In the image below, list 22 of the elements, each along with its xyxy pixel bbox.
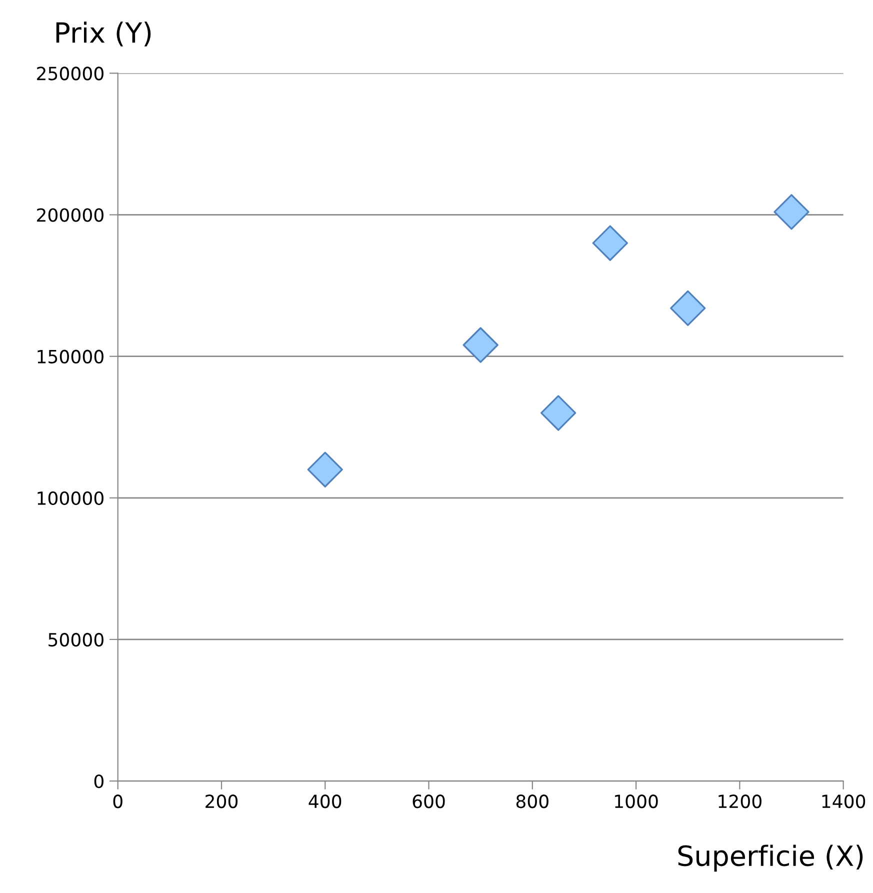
x-tick-label: 800 — [516, 794, 548, 808]
x-tick-label: 600 — [412, 794, 445, 808]
point — [774, 194, 810, 230]
x-tick-label: 1000 — [615, 794, 658, 808]
y-axis-title: Prix (Y) — [56, 22, 151, 46]
x-tick-label: 1200 — [718, 794, 762, 808]
point — [540, 395, 576, 431]
x-axis-title: Superficie (X) — [678, 844, 863, 872]
y-tick-label: 250000 — [37, 66, 104, 80]
y-tick-label: 0 — [94, 774, 104, 788]
x-tick-label: 400 — [308, 794, 342, 808]
x-tick-label: 1400 — [822, 794, 866, 808]
y-tick-label: 100000 — [38, 491, 104, 506]
point — [592, 225, 628, 261]
x-tick-label: 200 — [206, 794, 238, 808]
point — [670, 290, 706, 326]
y-tick-label: 50000 — [48, 632, 104, 647]
point — [462, 327, 498, 363]
point — [307, 452, 343, 488]
x-tick-label: 0 — [113, 794, 122, 808]
y-tick-label: 200000 — [37, 208, 104, 222]
y-tick-label: 150000 — [38, 350, 104, 364]
